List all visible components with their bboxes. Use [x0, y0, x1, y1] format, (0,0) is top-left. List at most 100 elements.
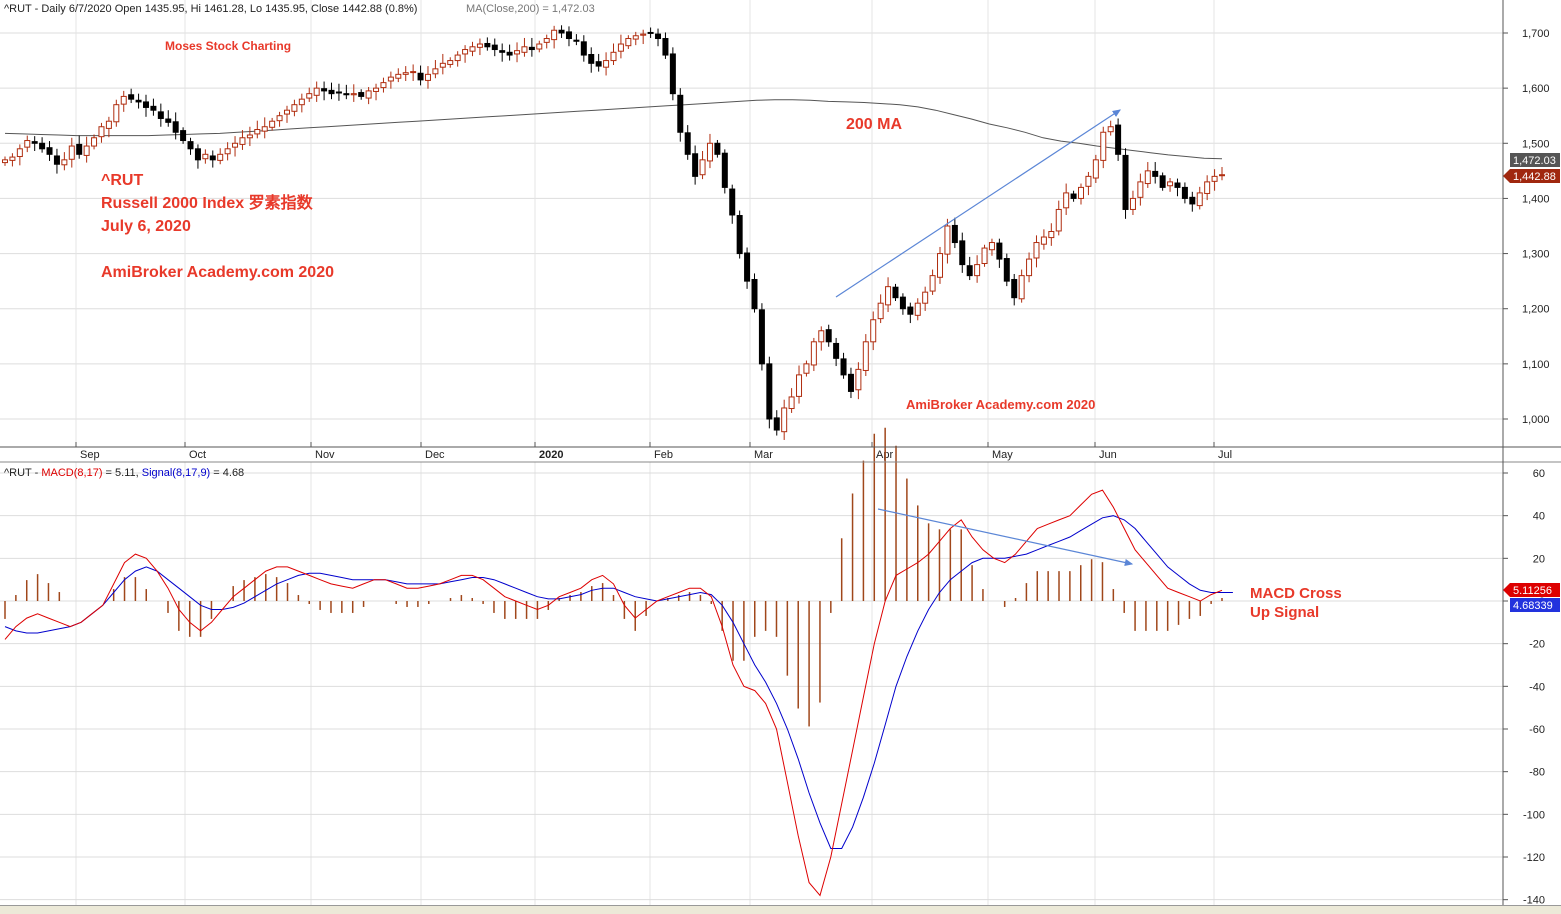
candle-body	[491, 44, 498, 51]
candle-body	[128, 94, 135, 100]
candle-body	[68, 145, 75, 160]
candle-body	[1181, 186, 1188, 199]
candle-body	[1085, 175, 1092, 187]
candle-body	[751, 278, 758, 310]
candle-body	[907, 306, 914, 315]
candle-body	[885, 286, 892, 306]
candle-body	[91, 137, 98, 147]
macd-lines	[4, 489, 1233, 897]
candle-body	[1107, 126, 1114, 133]
candle-body	[1204, 181, 1211, 194]
candle-body	[1078, 186, 1085, 199]
price-header: ^RUT - Daily 6/7/2020 Open 1435.95, Hi 1…	[4, 3, 417, 15]
candle-body	[1196, 192, 1203, 207]
candle-body	[521, 46, 528, 53]
candle-body	[113, 104, 120, 123]
candle-body	[966, 265, 973, 277]
candle-body	[1189, 196, 1196, 205]
candle-body	[996, 242, 1003, 260]
candle-body	[610, 51, 617, 62]
candle-body	[395, 73, 402, 79]
candle-body	[825, 329, 832, 343]
candle-body	[625, 38, 632, 47]
ma-header: MA(Close,200) = 1,472.03	[466, 3, 595, 15]
ma200-path	[4, 99, 1223, 160]
month-label: Jul	[1218, 449, 1232, 461]
candle-body	[298, 98, 305, 106]
candlesticks	[2, 25, 1225, 440]
candle-body	[803, 363, 810, 374]
candle-body	[1167, 181, 1174, 187]
candle-body	[959, 240, 966, 266]
candle-body	[528, 46, 535, 51]
candle-body	[194, 148, 201, 161]
signal-header-label: Signal(8,17,9)	[142, 467, 211, 479]
candle-body	[1033, 242, 1040, 259]
candle-body	[2, 159, 8, 164]
candle-body	[781, 407, 788, 433]
macd-tick-label: -120	[1523, 852, 1545, 864]
candle-body	[788, 396, 795, 410]
candle-body	[736, 215, 743, 255]
candle-body	[536, 43, 543, 50]
candle-body	[1026, 258, 1033, 277]
candle-body	[580, 41, 587, 56]
candle-body	[699, 159, 706, 176]
candle-body	[937, 253, 944, 278]
candle-body	[476, 43, 483, 48]
sheet-tabs-bar[interactable]	[0, 905, 1561, 914]
candle-body	[706, 142, 713, 162]
macd-tick-label: -40	[1529, 681, 1545, 693]
candle-body	[53, 155, 60, 165]
macd-tick-label: -20	[1529, 639, 1545, 651]
candle-body	[974, 264, 981, 277]
candle-body	[499, 50, 506, 53]
price-tick-label: 1,600	[1522, 83, 1550, 95]
candle-body	[714, 142, 721, 155]
candle-body	[1055, 208, 1062, 232]
candle-body	[647, 31, 654, 34]
candle-body	[150, 105, 157, 111]
candle-body	[469, 46, 476, 52]
candle-body	[83, 145, 90, 156]
candle-body	[46, 147, 53, 155]
candle-body	[387, 76, 394, 82]
month-label: Nov	[315, 449, 335, 461]
ma200-line	[4, 99, 1223, 160]
candle-body	[1048, 231, 1055, 239]
candle-body	[810, 341, 817, 366]
macd-tick-label: -100	[1523, 809, 1545, 821]
month-label: May	[992, 449, 1013, 461]
candle-body	[172, 121, 179, 133]
candle-body	[343, 93, 350, 96]
candle-body	[1144, 170, 1151, 185]
candle-body	[1092, 159, 1099, 179]
candle-body	[1011, 278, 1018, 299]
candle-body	[988, 242, 995, 251]
candle-body	[335, 91, 342, 94]
month-label: Feb	[654, 449, 673, 461]
candle-body	[729, 188, 736, 216]
macd-tick-label: 60	[1533, 468, 1545, 480]
candle-body	[951, 224, 958, 244]
macd-histogram	[4, 427, 1223, 727]
signal-line	[4, 515, 1233, 849]
ticker-annotation: ^RUT	[101, 172, 143, 189]
candle-body	[662, 38, 669, 56]
macd-header-prefix: ^RUT -	[4, 467, 41, 479]
candle-body	[232, 142, 239, 148]
candle-body	[847, 373, 854, 392]
signal-value-badge: 4.68339	[1510, 598, 1560, 612]
candle-body	[135, 99, 142, 103]
up-signal-annotation: Up Signal	[1250, 604, 1319, 621]
candle-body	[439, 62, 446, 68]
price-tick-label: 1,700	[1522, 28, 1550, 40]
candle-body	[165, 118, 172, 123]
candle-body	[1018, 275, 1025, 300]
macd-header: ^RUT - MACD(8,17) = 5.11, Signal(8,17,9)…	[4, 467, 244, 479]
price-tick-label: 1,400	[1522, 193, 1550, 205]
candle-body	[276, 115, 283, 122]
candle-body	[692, 153, 699, 177]
candle-body	[105, 120, 112, 129]
